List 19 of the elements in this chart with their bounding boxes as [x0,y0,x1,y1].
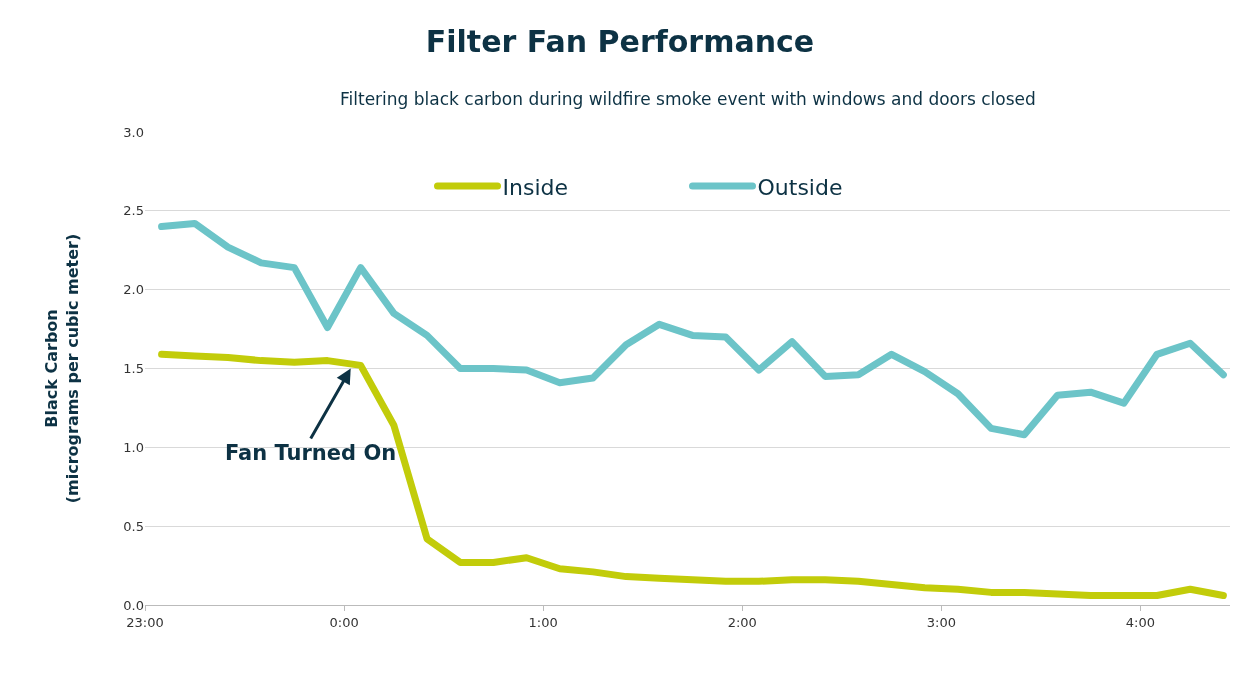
y-axis-title: Black Carbon (micrograms per cubic meter) [42,233,83,504]
x-tick-label: 0:00 [329,614,359,630]
y-tick-label: 1.0 [123,439,144,455]
legend-label: Outside [757,174,843,200]
annotation: Fan Turned On [225,441,397,465]
x-tick-label: 23:00 [126,614,164,630]
y-tick-label: 0.0 [123,597,144,613]
y-tick-label: 2.0 [123,282,144,298]
x-tick-label: 1:00 [528,614,558,630]
y-tick-label: 0.5 [123,518,144,534]
x-tick-label: 3:00 [926,614,956,630]
legend-label: Inside [502,174,569,200]
x-tick-label: 4:00 [1125,614,1156,630]
x-tick-label: 2:00 [727,614,757,630]
chart-subtitle: Filtering black carbon during wildfire smoke event with windows and doors closed [340,89,1036,109]
y-tick-label: 2.5 [123,203,144,219]
y-tick-label: 1.5 [123,361,144,377]
y-tick-label: 3.0 [123,124,144,140]
chart-title: Filter Fan Performance [425,23,815,59]
